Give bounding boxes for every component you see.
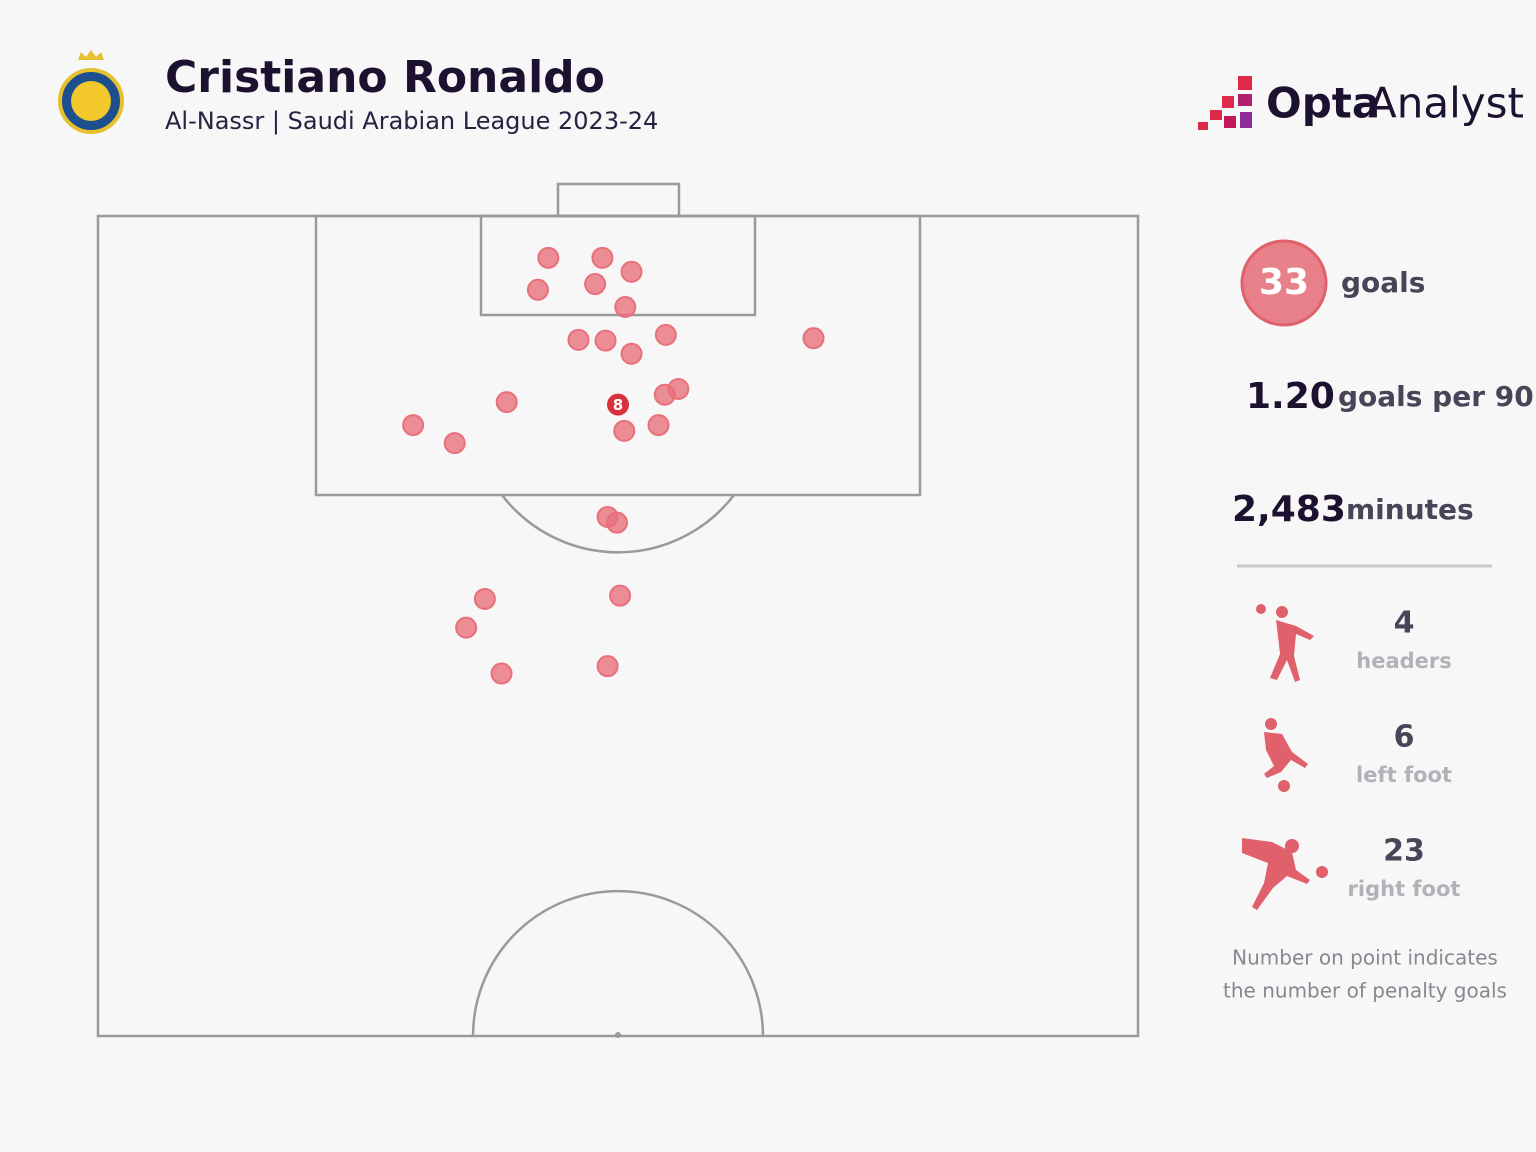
brand-name: Opta bbox=[1266, 79, 1380, 128]
goal-point bbox=[653, 383, 676, 406]
title: Cristiano Ronaldo bbox=[165, 52, 605, 103]
pitch bbox=[96, 182, 1140, 1038]
goal-point bbox=[614, 296, 637, 319]
goal-point bbox=[620, 342, 643, 365]
goal-point bbox=[584, 273, 607, 296]
goal-point bbox=[402, 414, 425, 437]
goal-point bbox=[647, 414, 670, 437]
minutes-label: minutes bbox=[1346, 493, 1474, 526]
club-badge bbox=[58, 50, 124, 134]
goal-point bbox=[654, 323, 677, 346]
type-value: 6 bbox=[1394, 720, 1415, 755]
goal-point bbox=[605, 511, 628, 534]
goal-point bbox=[620, 260, 643, 283]
minutes-value: 2,483 bbox=[1232, 489, 1346, 530]
goal-point bbox=[567, 328, 590, 351]
goals-value: 33 bbox=[1259, 262, 1309, 303]
goal-marks: 8 bbox=[402, 246, 825, 685]
goals-badge bbox=[1240, 239, 1328, 327]
goal-point bbox=[596, 655, 619, 678]
goal-point bbox=[537, 246, 560, 269]
type-label: left foot bbox=[1356, 763, 1452, 787]
goal-point bbox=[609, 584, 632, 607]
subtitle: Al-Nassr | Saudi Arabian League 2023-24 bbox=[165, 107, 658, 135]
goal-point bbox=[490, 662, 513, 685]
goal-point bbox=[613, 419, 636, 442]
brand-mark bbox=[1198, 76, 1252, 130]
note: Number on point indicates bbox=[1232, 946, 1498, 970]
goal-point bbox=[443, 432, 466, 455]
goal-point bbox=[591, 246, 614, 269]
player-icons bbox=[1242, 604, 1328, 910]
goal-point bbox=[526, 278, 549, 301]
goal-point bbox=[455, 616, 478, 639]
brand-suffix: Analyst bbox=[1368, 79, 1524, 128]
type-value: 23 bbox=[1383, 834, 1425, 869]
penalty-count: 8 bbox=[613, 396, 623, 414]
per90-value: 1.20 bbox=[1246, 376, 1335, 417]
goal-point bbox=[594, 329, 617, 352]
goals-label: goals bbox=[1341, 266, 1425, 299]
goal-point bbox=[473, 587, 496, 610]
type-label: right foot bbox=[1348, 877, 1461, 901]
type-value: 4 bbox=[1394, 606, 1415, 641]
type-label: headers bbox=[1356, 649, 1452, 673]
goal-point bbox=[495, 391, 518, 414]
note: the number of penalty goals bbox=[1223, 979, 1507, 1003]
per90-label: goals per 90 bbox=[1338, 380, 1534, 413]
penalty-point bbox=[607, 393, 629, 416]
goal-point bbox=[802, 327, 825, 350]
